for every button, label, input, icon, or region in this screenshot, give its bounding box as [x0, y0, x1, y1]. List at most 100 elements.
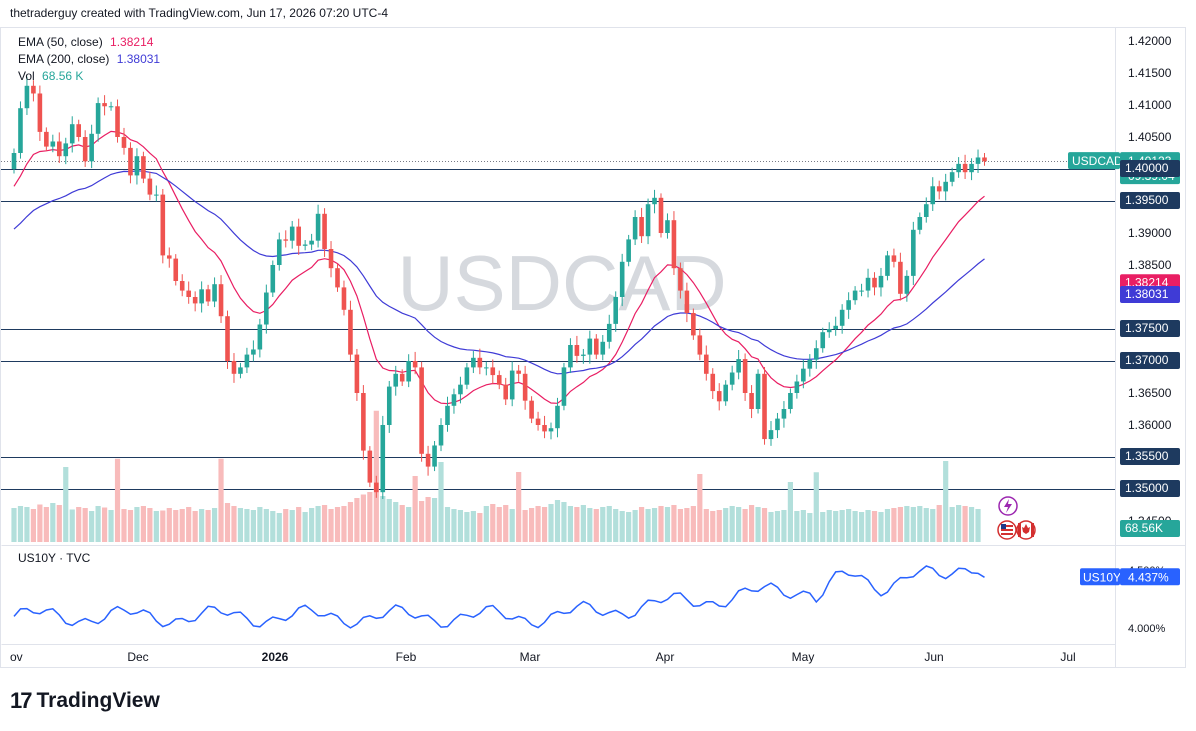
volume-bar — [412, 476, 418, 542]
canada-flag-icon[interactable] — [1016, 520, 1036, 540]
candle-body — [496, 375, 502, 385]
candle-body — [703, 354, 709, 374]
candle-body — [37, 93, 43, 132]
candle-body — [276, 239, 282, 265]
volume-bar — [250, 510, 256, 542]
volume-bar — [199, 509, 205, 542]
volume-bar — [425, 497, 431, 542]
candle-body — [949, 172, 955, 182]
candle-body — [923, 204, 929, 217]
candle-body — [658, 197, 664, 233]
volume-bar — [645, 509, 651, 542]
volume-badge-bg — [1120, 520, 1180, 537]
candle-body — [898, 261, 903, 294]
candle-body — [50, 141, 56, 147]
volume-bar — [483, 506, 489, 542]
volume-bar — [522, 510, 528, 542]
volume-bar — [270, 511, 276, 542]
us10y-legend[interactable]: US10Y · TVC — [18, 551, 91, 565]
volume-bar — [237, 508, 244, 542]
candle-body — [108, 106, 114, 108]
volume-bar — [24, 507, 30, 542]
candle-body — [451, 394, 457, 406]
volume-bar — [807, 513, 813, 542]
volume-bar — [419, 501, 425, 542]
candle-body — [936, 186, 942, 192]
candle-body — [31, 85, 36, 94]
candle-body — [296, 226, 301, 246]
volume-bar — [729, 506, 735, 542]
volume-bar — [328, 509, 334, 542]
candle-body — [962, 163, 968, 173]
volume-bar — [968, 507, 975, 542]
volume-bar — [211, 508, 218, 542]
volume-bar — [509, 509, 515, 542]
candle-body — [205, 289, 211, 302]
legend-volume[interactable]: Vol 68.56 K — [18, 68, 160, 85]
volume-bar — [503, 505, 509, 542]
volume-bar — [535, 506, 541, 542]
volume-bar — [134, 507, 140, 542]
volume-bar — [224, 503, 231, 542]
volume-bar — [846, 509, 852, 542]
candle-body — [639, 217, 644, 237]
volume-bar — [347, 502, 354, 542]
candle-body — [95, 103, 101, 134]
volume-bar — [179, 509, 185, 542]
candle-body — [697, 335, 703, 355]
candle-body — [445, 405, 450, 425]
volume-bar — [406, 507, 412, 542]
candle-body — [147, 178, 153, 195]
candle-body — [141, 156, 146, 179]
us-flag-icon[interactable] — [997, 520, 1017, 540]
volume-bar — [613, 509, 619, 542]
volume-bar — [82, 508, 88, 542]
candle-body — [490, 367, 496, 376]
volume-bar — [710, 511, 716, 542]
volume-bar — [89, 511, 95, 542]
candle-body — [671, 220, 677, 269]
candle-body — [626, 239, 631, 262]
volume-bar — [438, 462, 444, 542]
ema50-badge: 1.38214 — [1125, 275, 1169, 289]
legend-ema50[interactable]: EMA (50, close) 1.38214 — [18, 34, 160, 51]
volume-bar — [490, 504, 496, 542]
time-axis-label: Apr — [656, 650, 675, 664]
volume-bar — [962, 506, 968, 542]
legend-volume-label: Vol — [18, 69, 35, 83]
volume-bar — [17, 506, 24, 542]
economic-event-icon[interactable] — [998, 496, 1018, 516]
candle-body — [911, 229, 916, 276]
candle-body — [781, 409, 787, 419]
candle-body — [89, 133, 94, 162]
candle-body — [380, 425, 386, 493]
price-tick-label: 1.42000 — [1128, 34, 1172, 48]
volume-bar — [626, 512, 632, 542]
candle-body — [736, 359, 741, 373]
volume-bar — [561, 502, 567, 542]
volume-bar — [923, 508, 929, 542]
candle-body — [432, 445, 437, 467]
volume-bar — [858, 512, 865, 542]
volume-bar — [956, 505, 962, 542]
volume-bar — [736, 507, 742, 542]
us10y-symbol-badge: US10Y — [1083, 570, 1121, 584]
tradingview-logo[interactable]: 17 TradingView — [10, 688, 160, 714]
legend-ema200[interactable]: EMA (200, close) 1.38031 — [18, 51, 160, 68]
symbol-badge-bg — [1068, 152, 1120, 170]
volume-bar — [101, 507, 108, 542]
volume-bar — [671, 505, 677, 542]
volume-bar — [121, 509, 127, 542]
candle-body — [568, 345, 573, 368]
time-axis-label: Jun — [924, 650, 943, 664]
candle-body — [710, 373, 716, 392]
candle-body — [302, 244, 308, 246]
candle-body — [956, 163, 961, 173]
volume-bar — [787, 482, 793, 542]
candle-body — [975, 157, 981, 164]
candle-body — [788, 393, 793, 409]
candle-body — [102, 103, 107, 107]
candle-body — [516, 370, 521, 374]
candle-body — [425, 453, 431, 467]
